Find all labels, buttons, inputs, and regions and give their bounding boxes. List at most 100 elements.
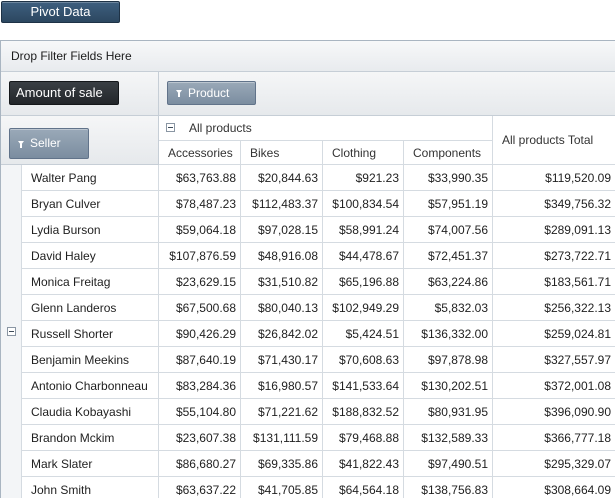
accessories-value-cell[interactable]: $83,284.36 [159, 373, 241, 399]
seller-name-cell[interactable]: Antonio Charbonneau [22, 373, 159, 399]
bikes-value-cell[interactable]: $16,980.57 [241, 373, 323, 399]
column-header-bikes[interactable]: Bikes [241, 141, 323, 165]
components-value-cell[interactable]: $80,931.95 [404, 399, 493, 425]
amount-of-sale-field[interactable]: Amount of sale [9, 81, 119, 105]
components-value-cell[interactable]: $33,990.35 [404, 165, 493, 191]
total-value-cell[interactable]: $308,664.09 [493, 477, 615, 498]
components-value-cell[interactable]: $63,224.86 [404, 269, 493, 295]
clothing-value-cell[interactable]: $41,822.43 [323, 451, 404, 477]
clothing-value-cell[interactable]: $79,468.88 [323, 425, 404, 451]
seller-field-button[interactable]: Seller [9, 128, 89, 159]
table-row: John Smith $63,637.22 $41,705.85 $64,564.18… [22, 477, 615, 498]
clothing-value-cell[interactable]: $102,949.29 [323, 295, 404, 321]
column-header-accessories[interactable]: Accessories [159, 141, 241, 165]
accessories-value-cell[interactable]: $23,607.38 [159, 425, 241, 451]
clothing-value-cell[interactable]: $5,424.51 [323, 321, 404, 347]
seller-name-cell[interactable]: Bryan Culver [22, 191, 159, 217]
column-field-zone: Product [159, 72, 615, 116]
column-header-components[interactable]: Components [404, 141, 493, 165]
seller-name-cell[interactable]: Glenn Landeros [22, 295, 159, 321]
bikes-value-cell[interactable]: $69,335.86 [241, 451, 323, 477]
total-value-cell[interactable]: $349,756.32 [493, 191, 615, 217]
clothing-value-cell[interactable]: $100,834.54 [323, 191, 404, 217]
total-value-cell[interactable]: $327,557.97 [493, 347, 615, 373]
components-value-cell[interactable]: $57,951.19 [404, 191, 493, 217]
seller-name-cell[interactable]: Russell Shorter [22, 321, 159, 347]
accessories-value-cell[interactable]: $59,064.18 [159, 217, 241, 243]
filter-drop-zone[interactable]: Drop Filter Fields Here [1, 41, 615, 72]
components-value-cell[interactable]: $136,332.00 [404, 321, 493, 347]
seller-name-cell[interactable]: John Smith [22, 477, 159, 498]
bikes-value-cell[interactable]: $26,842.02 [241, 321, 323, 347]
total-value-cell[interactable]: $295,329.07 [493, 451, 615, 477]
row-group-gutter [1, 165, 22, 498]
clothing-value-cell[interactable]: $188,832.52 [323, 399, 404, 425]
seller-name-cell[interactable]: Brandon Mckim [22, 425, 159, 451]
collapse-icon[interactable] [7, 327, 16, 336]
table-row: Bryan Culver $78,487.23 $112,483.37 $100,83… [22, 191, 615, 217]
clothing-value-cell[interactable]: $141,533.64 [323, 373, 404, 399]
bikes-value-cell[interactable]: $71,221.62 [241, 399, 323, 425]
seller-name-cell[interactable]: Monica Freitag [22, 269, 159, 295]
accessories-value-cell[interactable]: $107,876.59 [159, 243, 241, 269]
accessories-value-cell[interactable]: $67,500.68 [159, 295, 241, 321]
clothing-value-cell[interactable]: $70,608.63 [323, 347, 404, 373]
clothing-value-cell[interactable]: $58,991.24 [323, 217, 404, 243]
total-value-cell[interactable]: $259,024.81 [493, 321, 615, 347]
clothing-value-cell[interactable]: $44,478.67 [323, 243, 404, 269]
components-value-cell[interactable]: $72,451.37 [404, 243, 493, 269]
bikes-value-cell[interactable]: $31,510.82 [241, 269, 323, 295]
bikes-value-cell[interactable]: $80,040.13 [241, 295, 323, 321]
total-header-label: All products Total [502, 133, 594, 147]
bikes-value-cell[interactable]: $131,111.59 [241, 425, 323, 451]
seller-name-cell[interactable]: Claudia Kobayashi [22, 399, 159, 425]
accessories-value-cell[interactable]: $86,680.27 [159, 451, 241, 477]
seller-name-cell[interactable]: Lydia Burson [22, 217, 159, 243]
filter-zone-label: Drop Filter Fields Here [11, 49, 132, 63]
bikes-value-cell[interactable]: $48,916.08 [241, 243, 323, 269]
clothing-value-cell[interactable]: $921.23 [323, 165, 404, 191]
total-value-cell[interactable]: $289,091.13 [493, 217, 615, 243]
total-value-cell[interactable]: $256,322.13 [493, 295, 615, 321]
table-row: Walter Pang $63,763.88 $20,844.63 $921.23 $3… [22, 165, 615, 191]
total-value-cell[interactable]: $396,090.90 [493, 399, 615, 425]
accessories-value-cell[interactable]: $90,426.29 [159, 321, 241, 347]
accessories-value-cell[interactable]: $78,487.23 [159, 191, 241, 217]
total-value-cell[interactable]: $372,001.08 [493, 373, 615, 399]
total-value-cell[interactable]: $183,561.71 [493, 269, 615, 295]
accessories-value-cell[interactable]: $63,637.22 [159, 477, 241, 498]
components-value-cell[interactable]: $74,007.56 [404, 217, 493, 243]
total-value-cell[interactable]: $366,777.18 [493, 425, 615, 451]
total-value-cell[interactable]: $119,520.09 [493, 165, 615, 191]
bikes-value-cell[interactable]: $97,028.15 [241, 217, 323, 243]
components-value-cell[interactable]: $97,878.98 [404, 347, 493, 373]
bikes-value-cell[interactable]: $71,430.17 [241, 347, 323, 373]
bikes-value-cell[interactable]: $41,705.85 [241, 477, 323, 498]
components-value-cell[interactable]: $138,756.83 [404, 477, 493, 498]
clothing-value-cell[interactable]: $65,196.88 [323, 269, 404, 295]
bikes-value-cell[interactable]: $112,483.37 [241, 191, 323, 217]
accessories-value-cell[interactable]: $63,763.88 [159, 165, 241, 191]
all-products-header: All products [159, 116, 493, 141]
all-products-total-header: All products Total [493, 116, 615, 165]
column-header-clothing[interactable]: Clothing [323, 141, 404, 165]
components-value-cell[interactable]: $97,490.51 [404, 451, 493, 477]
total-value-cell[interactable]: $273,722.71 [493, 243, 615, 269]
seller-name-cell[interactable]: Walter Pang [22, 165, 159, 191]
product-field-button[interactable]: Product [167, 81, 256, 105]
accessories-value-cell[interactable]: $23,629.15 [159, 269, 241, 295]
seller-name-cell[interactable]: Mark Slater [22, 451, 159, 477]
collapse-icon[interactable] [166, 123, 175, 132]
bikes-value-cell[interactable]: $20,844.63 [241, 165, 323, 191]
seller-name-cell[interactable]: David Haley [22, 243, 159, 269]
accessories-value-cell[interactable]: $87,640.19 [159, 347, 241, 373]
seller-name-cell[interactable]: Benjamin Meekins [22, 347, 159, 373]
components-value-cell[interactable]: $130,202.51 [404, 373, 493, 399]
components-value-cell[interactable]: $5,832.03 [404, 295, 493, 321]
table-row: Monica Freitag $23,629.15 $31,510.82 $65,19… [22, 269, 615, 295]
table-row: Mark Slater $86,680.27 $69,335.86 $41,822.4… [22, 451, 615, 477]
pivot-data-button[interactable]: Pivot Data [1, 1, 120, 23]
clothing-value-cell[interactable]: $64,564.18 [323, 477, 404, 498]
components-value-cell[interactable]: $132,589.33 [404, 425, 493, 451]
accessories-value-cell[interactable]: $55,104.80 [159, 399, 241, 425]
